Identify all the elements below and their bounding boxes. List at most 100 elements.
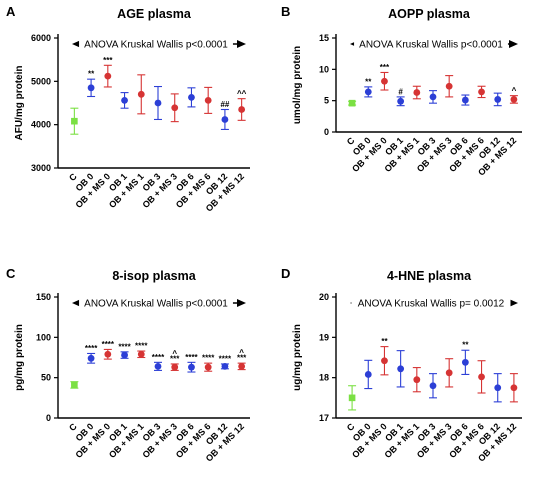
significance-label: **** [135,342,148,351]
data-point [510,384,518,392]
anova-arrow-left-head [72,40,81,48]
anova-arrow-right-head [237,299,246,307]
data-point [188,93,195,101]
significance-label: ** [381,337,388,346]
data-point [204,97,212,104]
data-point [154,362,162,370]
y-tick-label: 19 [319,332,329,342]
data-point [71,381,78,389]
data-point [204,363,212,371]
significance-label: *** [103,56,113,65]
significance-label: ^ [512,86,517,95]
data-point [121,97,128,104]
data-point [137,350,145,358]
data-point [510,96,518,103]
data-point [413,89,421,96]
significance-label: **** [85,344,98,353]
significance-label: ** [88,70,95,79]
data-point [461,358,469,366]
y-tick-label: 5000 [31,76,51,86]
data-point [71,117,78,125]
data-point [348,394,356,402]
significance-label: ** [365,77,372,86]
panel-c: C 8-isop plasma pg/mg protein 0 50 100 150 ANOV… [6,266,250,464]
y-tick-label: 50 [41,373,51,383]
data-point [478,88,485,96]
data-point [221,116,229,123]
data-point [188,363,195,371]
anova-arrow-left-head [72,299,81,307]
data-point [381,357,388,365]
significance-label: **** [118,342,131,351]
data-point [397,97,405,105]
chart-title: AOPP plasma [388,7,471,21]
data-point [461,96,469,104]
significance-label: **** [202,354,215,363]
y-tick-label: 4000 [31,120,51,130]
data-point [445,82,453,90]
panel-a: A AGE plasma AFU/mg protein 3000 4000 5000 600… [6,4,250,214]
panel-letter: D [281,266,290,281]
anova-annotation-bg [351,297,511,309]
significance-label: ^ [172,349,177,358]
data-point [87,84,95,92]
data-point [397,365,405,373]
data-point [154,99,162,107]
anova-arrow-right-head [509,299,518,307]
data-point [104,72,112,80]
chart-title: 4-HNE plasma [387,269,472,283]
chart-title: AGE plasma [117,7,192,21]
y-tick-label: 0 [324,127,329,137]
data-point [494,96,502,103]
significance-label: ^ [239,348,244,357]
y-tick-label: 18 [319,373,329,383]
significance-label: *** [170,354,180,363]
anova-annotation-bg [79,297,233,309]
anova-annotation: ANOVA Kruskal Wallis p<0.0001 [359,40,503,51]
data-point [478,373,485,381]
data-point [238,106,246,113]
significance-label: **** [185,353,198,362]
data-point [445,369,453,377]
data-point [413,376,421,384]
panel-letter: B [281,4,290,19]
data-point [104,350,112,358]
significance-label: # [398,87,403,96]
data-point [171,104,179,112]
panel-b: B AOPP plasma umol/mg protein 0 5 10 15 ANOVA K… [281,4,522,178]
y-tick-label: 20 [319,292,329,302]
panel-letter: A [6,4,16,19]
data-point [381,77,388,85]
data-point [494,384,502,392]
anova-arrow-right-head [237,40,246,48]
significance-label: ## [220,100,229,109]
data-point [429,382,437,390]
y-tick-label: 6000 [31,33,51,43]
y-tick-label: 10 [319,64,329,74]
y-tick-label: 3000 [31,163,51,173]
significance-label: ** [462,341,469,350]
significance-label: *** [237,354,247,363]
anova-annotation: ANOVA Kruskal Wallis p<0.0001 [84,299,228,310]
data-point [429,93,437,101]
data-point [348,99,356,107]
significance-label: **** [102,340,115,349]
anova-arrow-right-head [509,40,518,48]
y-tick-label: 15 [319,33,329,43]
data-point [171,363,179,371]
anova-annotation-bg [354,38,508,50]
significance-label: *** [380,63,390,72]
anova-annotation: ANOVA Kruskal Wallis p<0.0001 [84,40,228,51]
panel-letter: C [6,266,16,281]
y-tick-label: 100 [36,332,51,342]
significance-label: **** [152,353,165,362]
y-tick-label: 17 [319,413,329,423]
data-point [238,362,246,370]
data-point [364,88,372,96]
anova-annotation: ANOVA Kruskal Wallis p= 0.0012 [358,299,505,310]
chart-title: 8-isop plasma [112,269,196,283]
y-axis-label: pg/mg protein [14,324,25,391]
y-tick-label: 5 [324,96,329,106]
data-point [137,90,145,98]
